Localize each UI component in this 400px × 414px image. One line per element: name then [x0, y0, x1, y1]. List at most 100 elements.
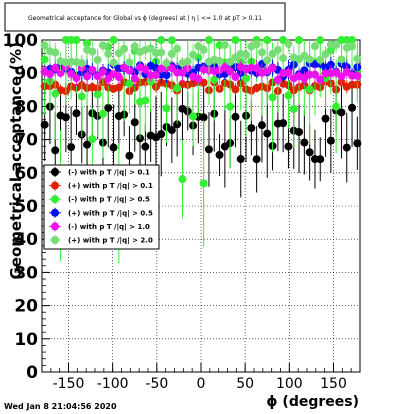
data-point	[67, 143, 76, 152]
data-point	[279, 54, 288, 63]
data-point	[104, 74, 113, 83]
data-point	[40, 55, 49, 64]
data-point	[109, 58, 118, 67]
y-tick-label: 30	[14, 263, 38, 283]
data-point	[114, 73, 123, 82]
data-point	[40, 120, 49, 129]
x-axis-label: ϕ (degrees)	[266, 394, 359, 410]
data-point	[146, 44, 155, 53]
data-point	[61, 113, 70, 122]
data-point	[125, 66, 134, 75]
data-point	[326, 60, 335, 69]
y-tick-label: 100	[3, 31, 39, 51]
data-point	[88, 47, 97, 56]
data-point	[231, 85, 240, 94]
data-point	[332, 102, 341, 111]
legend: (-) with p T /|q| > 0.1 (+) with p T /|q|…	[43, 164, 160, 250]
data-point	[167, 64, 176, 73]
data-point	[40, 41, 49, 50]
data-point	[173, 84, 182, 93]
data-point	[289, 105, 298, 114]
data-point	[215, 150, 224, 159]
data-point	[151, 71, 160, 80]
data-point	[242, 74, 251, 83]
data-point	[300, 66, 309, 75]
data-point	[109, 143, 118, 152]
data-point	[130, 42, 139, 51]
data-point	[194, 74, 203, 83]
grid	[42, 39, 360, 373]
data-point	[130, 74, 139, 83]
data-point	[83, 39, 92, 48]
data-point	[162, 58, 171, 67]
data-point	[220, 41, 229, 50]
data-point	[178, 175, 187, 184]
legend-marker	[51, 208, 59, 217]
data-point	[348, 103, 357, 112]
data-point	[109, 36, 118, 44]
data-point	[226, 67, 235, 76]
y-tick-label: 80	[14, 97, 38, 117]
data-point	[316, 36, 325, 45]
data-point	[141, 96, 150, 105]
data-point	[300, 138, 309, 147]
data-point	[247, 124, 256, 133]
y-tick-label: 0	[26, 363, 38, 383]
data-point	[88, 135, 97, 144]
data-point	[104, 49, 113, 58]
data-point	[98, 41, 107, 50]
data-point	[279, 119, 288, 128]
x-tick-label: -150	[53, 376, 85, 392]
legend-marker	[51, 181, 59, 190]
y-tick-label: 10	[14, 330, 38, 350]
data-point	[337, 108, 346, 117]
x-tick-label: -100	[97, 376, 129, 392]
legend-label: (+) with p T /|q| > 2.0	[68, 237, 153, 246]
data-point	[273, 75, 282, 84]
data-point	[173, 44, 182, 53]
data-point	[72, 109, 81, 118]
legend-label: (+) with p T /|q| > 0.1	[68, 182, 153, 191]
data-point	[321, 114, 330, 123]
data-point	[231, 36, 240, 44]
x-tick-label: -50	[145, 376, 168, 392]
data-point	[257, 121, 266, 130]
y-tick-label: 60	[14, 164, 38, 184]
data-point	[321, 50, 330, 59]
data-point	[263, 56, 272, 65]
series-4	[40, 58, 362, 88]
data-point	[199, 113, 208, 122]
data-point	[173, 120, 182, 129]
data-point	[67, 69, 76, 78]
data-point	[56, 68, 65, 77]
chart-title: Geometrical acceptance for Global vs ϕ (…	[28, 15, 262, 22]
data-point	[51, 48, 60, 57]
data-point	[51, 63, 60, 72]
data-point	[273, 45, 282, 54]
data-point	[88, 65, 97, 74]
data-point	[316, 55, 325, 64]
data-point	[231, 112, 240, 121]
data-point	[284, 39, 293, 48]
data-point	[98, 109, 107, 118]
data-point	[353, 71, 362, 80]
legend-marker	[51, 168, 59, 176]
data-point	[199, 45, 208, 54]
data-point	[93, 72, 102, 81]
data-point	[125, 58, 134, 67]
data-point	[45, 70, 54, 79]
timestamp: Wed Jan 8 21:04:56 2020	[4, 402, 117, 411]
data-point	[231, 72, 240, 81]
y-tick-label: 90	[14, 64, 38, 84]
data-point	[93, 90, 102, 99]
data-point	[178, 68, 187, 77]
data-point	[332, 40, 341, 49]
x-tick-label: 100	[276, 376, 303, 392]
x-tick-label: 0	[197, 376, 206, 392]
data-point	[263, 36, 272, 44]
data-point	[183, 57, 192, 66]
x-tick-label: 50	[236, 376, 254, 392]
legend-box	[43, 164, 160, 250]
legend-label: (+) with p T /|q| > 0.5	[68, 209, 153, 218]
legend-label: (-) with p T /|q| > 1.0	[68, 223, 150, 232]
